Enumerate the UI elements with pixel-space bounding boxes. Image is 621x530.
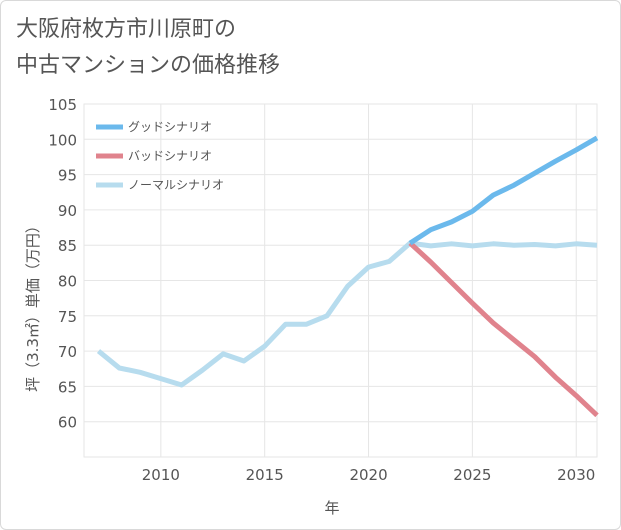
y-tick-label: 100 [48, 131, 77, 149]
x-tick-label: 2025 [453, 466, 491, 484]
x-axis-title: 年 [324, 499, 339, 517]
chart-title: 大阪府枚方市川原町の 中古マンションの価格推移 [16, 12, 280, 84]
y-tick-label: 95 [58, 167, 77, 185]
legend-label-0: グッドシナリオ [128, 120, 212, 134]
series-line-2 [96, 240, 598, 388]
y-axis-ticks: 60 65 70 75 80 85 90 95 100 105 [48, 96, 77, 432]
y-tick-label: 90 [58, 202, 77, 220]
y-tick-label: 75 [58, 308, 77, 326]
legend-label-1: バッドシナリオ [128, 149, 212, 163]
y-axis-title: 坪（3.3㎡）単価（万円） [24, 218, 42, 392]
series-lines [96, 135, 599, 418]
series-line-0 [408, 135, 599, 246]
legend-label-2: ノーマルシナリオ [128, 178, 224, 192]
series-line-1 [408, 241, 599, 418]
x-axis-ticks: 2010 2015 2020 2025 2030 [142, 466, 596, 484]
chart-title-line2: 中古マンションの価格推移 [16, 53, 281, 78]
y-tick-label: 60 [58, 414, 77, 432]
x-tick-label: 2030 [557, 466, 595, 484]
x-tick-label: 2020 [349, 466, 387, 484]
y-tick-label: 105 [48, 96, 77, 114]
y-tick-label: 70 [58, 343, 77, 361]
chart-title-line1: 大阪府枚方市川原町の [16, 17, 237, 42]
x-tick-label: 2010 [142, 466, 180, 484]
y-tick-label: 65 [58, 378, 77, 396]
y-tick-label: 80 [58, 273, 77, 291]
y-tick-label: 85 [58, 237, 77, 255]
x-tick-label: 2015 [246, 466, 284, 484]
